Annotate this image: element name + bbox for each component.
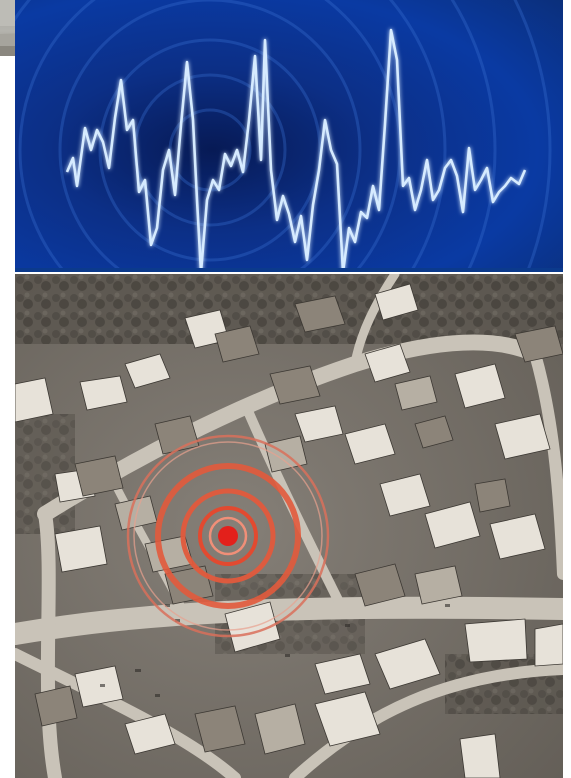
epicenter-marker-icon [218,526,238,546]
aerial-photo-icon [15,274,563,778]
seismic-waveform-icon [15,0,563,272]
epicenter-rings-icon [126,434,330,638]
aerial-neighborhood-map [15,274,563,778]
seismograph-panel [15,0,563,272]
